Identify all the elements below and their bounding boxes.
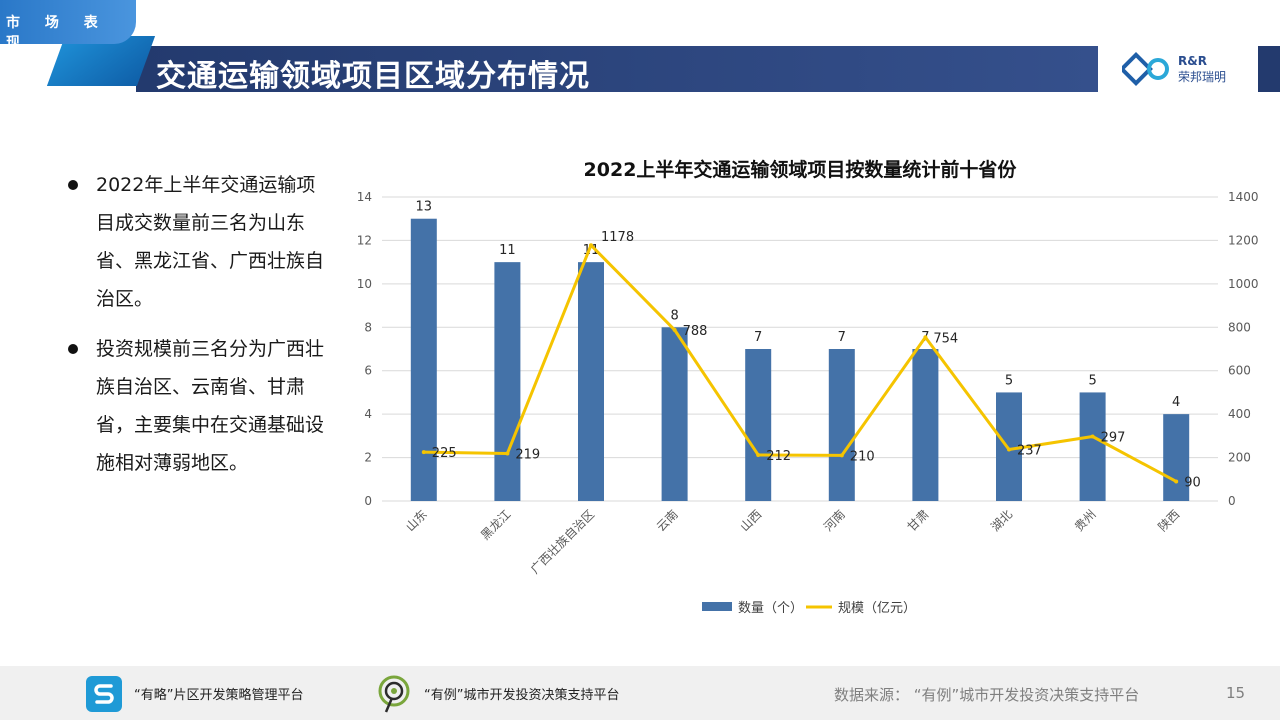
x-tick-label: 河南 [820,507,848,535]
line-point [1007,447,1011,452]
x-tick-label: 湖北 [988,507,1016,535]
line-point [505,451,510,456]
y2-tick-label: 0 [1228,494,1236,508]
y2-tick-label: 1400 [1228,190,1259,204]
series-line [423,243,1177,483]
youlue-s-icon [86,676,122,712]
y-tick-label: 6 [364,364,372,378]
x-tick-label: 陕西 [1155,507,1183,535]
page-title: 交通运输领域项目区域分布情况 [156,59,590,94]
y2-tick-label: 1200 [1228,233,1259,247]
bar [578,262,604,501]
line-data-label: 212 [766,449,791,464]
page-number: 15 [1226,684,1246,702]
x-tick-label: 甘肃 [905,507,932,534]
bar-data-label: 5 [1005,373,1013,388]
x-tick-label: 山西 [737,507,764,534]
brand-name-en: R&R [1178,54,1207,68]
bar-data-label: 13 [416,200,433,215]
legend-label: 数量（个） [738,601,803,616]
line-data-label: 219 [515,447,540,462]
data-source: 数据来源： “有例”城市开发投资决策支持平台 [834,686,1140,704]
footer: “有略”片区开发策略管理平台 “有例”城市开发投资决策支持平台 数据来源： “有… [0,666,1280,720]
line-point [923,335,928,340]
bar-data-label: 5 [1088,373,1096,388]
chart: 2022上半年交通运输领域项目按数量统计前十省份 0 2 4 6 8 10 12 14 0 200 4… [340,150,1280,630]
y-tick-label: 2 [364,451,372,465]
line-data-label: 225 [432,446,457,461]
bar [1079,392,1106,501]
bar-data-label: 8 [670,308,678,323]
x-tick-label: 山东 [403,507,430,534]
footer-platform-1: “有略”片区开发策略管理平台 [134,688,304,703]
line-data-label: 237 [1017,444,1042,459]
title-bar-end [1258,46,1280,92]
y-tick-label: 14 [357,190,372,204]
y2-tick-label: 800 [1228,320,1251,334]
line-point [589,243,593,248]
section-tag: 市 场 表 现 [0,0,136,51]
line-point [1174,479,1179,484]
x-tick-label: 贵州 [1072,507,1099,534]
chart-svg: 2022上半年交通运输领域项目按数量统计前十省份 0 2 4 6 8 10 12 14 0 200 4… [357,158,1259,616]
bullet-list: 2022年上半年交通运输项目成交数量前三名为山东省、黑龙江省、广西壮族自治区。 … [62,166,332,494]
bullet-item: 投资规模前三名分为广西壮族自治区、云南省、甘肃省，主要集中在交通基础设施相对薄弱… [62,330,332,482]
line-point [421,450,426,455]
y-tick-label: 4 [364,407,372,421]
bar-data-label: 7 [754,330,762,345]
line-data-label: 210 [850,449,875,464]
bar [1163,414,1190,501]
brand-rings-icon [1122,52,1169,86]
line-point [672,327,677,332]
y2-tick-label: 1000 [1228,277,1259,291]
brand-name-cn: 荣邦瑞明 [1178,70,1227,84]
line-data-label: 754 [933,331,958,346]
bar-data-label: 7 [838,330,846,345]
line-point [1090,434,1095,439]
bar-data-label: 11 [499,243,516,258]
bar [661,327,688,501]
footer-platform-2: “有例”城市开发投资决策支持平台 [424,688,620,703]
line-data-label: 1178 [601,230,634,245]
bullet-item: 2022年上半年交通运输项目成交数量前三名为山东省、黑龙江省、广西壮族自治区。 [62,166,332,318]
y2-tick-label: 400 [1228,407,1251,421]
line-data-label: 90 [1184,475,1201,490]
title-bar: 交通运输领域项目区域分布情况 [136,46,1098,94]
y-tick-label: 12 [357,233,372,247]
line-data-label: 788 [683,324,708,339]
bar [912,349,939,501]
line-point [839,453,844,458]
y2-tick-label: 600 [1228,364,1251,378]
bar [828,349,855,501]
legend-swatch-bar [702,602,732,611]
bar [745,349,772,501]
bar-data-label: 4 [1172,395,1180,410]
section-tag-label: 市 场 表 现 [6,15,108,51]
y-tick-label: 8 [364,320,372,334]
line-point [756,452,761,457]
x-tick-label: 云南 [653,507,681,535]
chart-title: 2022上半年交通运输领域项目按数量统计前十省份 [584,158,1018,181]
youli-target-icon [376,674,412,714]
y-tick-label: 0 [364,494,372,508]
legend-label: 规模（亿元） [838,601,916,616]
bar [494,262,521,501]
x-tick-label: 黑龙江 [478,507,513,542]
line-data-label: 297 [1101,431,1126,446]
brand-logo: R&R 荣邦瑞明 [1122,52,1242,86]
y2-tick-label: 200 [1228,451,1251,465]
y-tick-label: 10 [357,277,372,291]
x-tick-label: 广西壮族自治区 [528,507,597,576]
